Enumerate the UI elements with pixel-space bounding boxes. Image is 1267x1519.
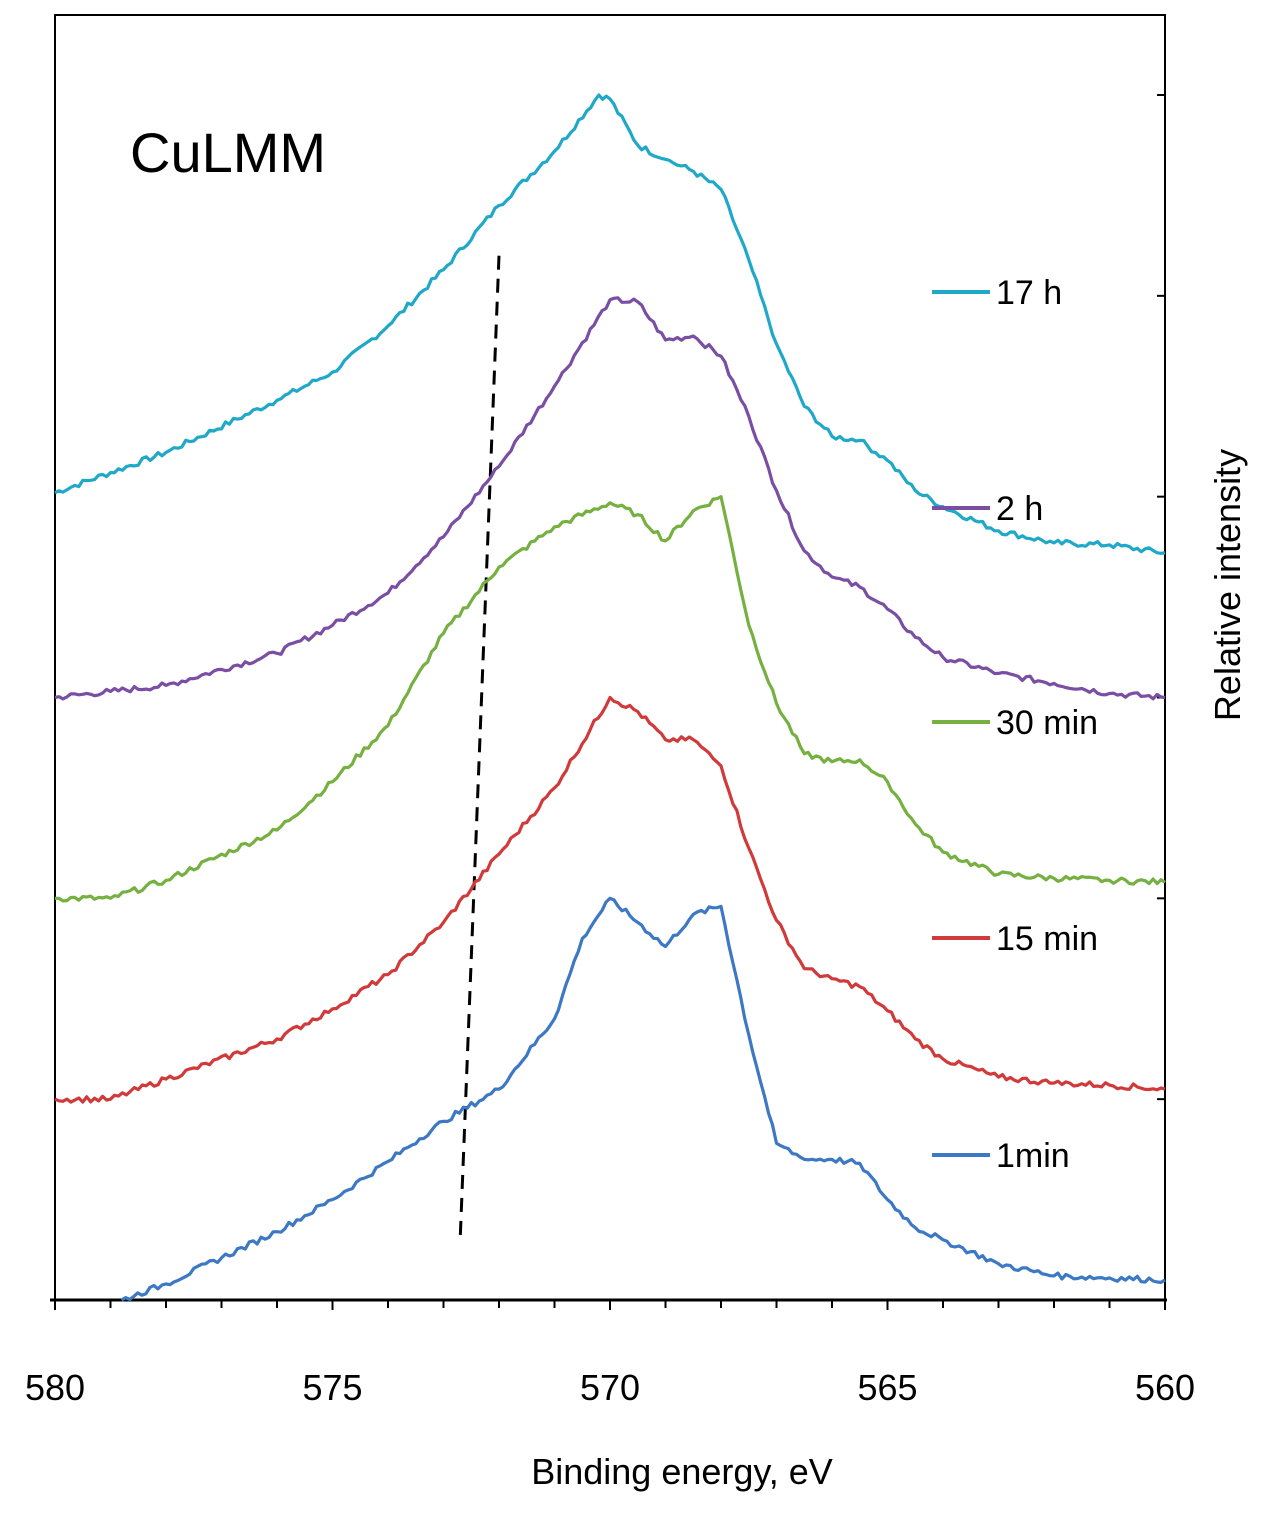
annotation-culmm: CuLMM <box>130 121 326 184</box>
x-tick-labels: 580 575 570 565 560 <box>25 1367 1195 1408</box>
x-tick-label: 575 <box>302 1367 362 1408</box>
legend-label-0: 17 h <box>996 274 1062 312</box>
series-line-1 <box>54 296 1166 701</box>
y-axis-title: Relative intensity <box>1207 449 1248 721</box>
legend: 17 h 2 h 30 min 15 min 1min <box>932 274 1098 1175</box>
legend-label-1: 2 h <box>996 490 1043 528</box>
dashed-guide-line <box>458 255 501 1240</box>
x-axis-title: Binding energy, eV <box>531 1451 833 1492</box>
series-line-4 <box>120 896 1166 1302</box>
plot-frame <box>54 14 1166 1301</box>
x-axis-ticks <box>54 1300 1166 1310</box>
legend-label-4: 1min <box>996 1137 1070 1175</box>
x-tick-label: 565 <box>857 1367 917 1408</box>
guide-line-group <box>458 255 501 1240</box>
legend-label-3: 15 min <box>996 920 1098 958</box>
series-line-0 <box>54 93 1166 555</box>
x-tick-label: 580 <box>25 1367 85 1408</box>
legend-label-2: 30 min <box>996 704 1098 742</box>
y-axis-ticks <box>1157 94 1165 1101</box>
series-group <box>54 93 1166 1302</box>
x-tick-label: 560 <box>1135 1367 1195 1408</box>
series-line-3 <box>54 695 1166 1104</box>
series-line-2 <box>54 495 1166 903</box>
x-tick-label: 570 <box>580 1367 640 1408</box>
